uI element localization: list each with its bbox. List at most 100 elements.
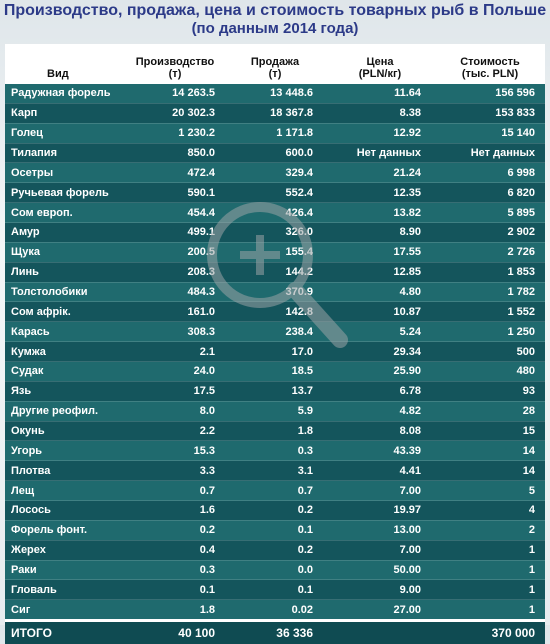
table-row: Форель фонт. 0.2 0.1 13.00 2 bbox=[5, 520, 545, 541]
row-value: 5 bbox=[435, 480, 545, 502]
row-production: 590.1 bbox=[125, 182, 225, 204]
table-row: Радужная форель 14 263.5 13 448.6 11.64 156 … bbox=[5, 84, 545, 104]
table-row: Сом афрік. 161.0 142.8 10.87 1 552 bbox=[5, 301, 545, 323]
row-price: 7.00 bbox=[325, 540, 435, 561]
row-sale: 18 367.8 bbox=[225, 103, 325, 124]
row-price: 43.39 bbox=[325, 440, 435, 462]
row-sale: 13 448.6 bbox=[225, 84, 325, 104]
row-name: Осетры bbox=[5, 162, 125, 184]
total-price bbox=[325, 619, 435, 644]
row-value: 1 bbox=[435, 599, 545, 622]
row-value: 1 853 bbox=[435, 262, 545, 283]
row-name: Лещ bbox=[5, 480, 125, 502]
row-production: 0.2 bbox=[125, 520, 225, 541]
row-name: Тилапия bbox=[5, 143, 125, 164]
row-production: 3.3 bbox=[125, 460, 225, 482]
row-name: Жерех bbox=[5, 540, 125, 561]
row-price: 4.80 bbox=[325, 282, 435, 303]
title-line-2: (по данным 2014 года) bbox=[191, 20, 359, 37]
row-name: Окунь bbox=[5, 421, 125, 442]
row-value: 153 833 bbox=[435, 103, 545, 124]
table-row: Лосось 1.6 0.2 19.97 4 bbox=[5, 500, 545, 521]
row-value: 156 596 bbox=[435, 84, 545, 104]
row-production: 15.3 bbox=[125, 440, 225, 462]
row-price: 25.90 bbox=[325, 361, 435, 382]
row-value: 6 820 bbox=[435, 182, 545, 204]
row-sale: 0.0 bbox=[225, 560, 325, 581]
row-production: 17.5 bbox=[125, 381, 225, 402]
row-name: Кумжа bbox=[5, 341, 125, 363]
row-production: 8.0 bbox=[125, 401, 225, 422]
table-row: Лещ 0.7 0.7 7.00 5 bbox=[5, 480, 545, 502]
row-price: 10.87 bbox=[325, 301, 435, 323]
table-row: Угорь 15.3 0.3 43.39 14 bbox=[5, 440, 545, 462]
row-production: 0.7 bbox=[125, 480, 225, 502]
row-sale: 142.8 bbox=[225, 301, 325, 323]
table-row: Раки 0.3 0.0 50.00 1 bbox=[5, 560, 545, 581]
total-sale: 36 336 bbox=[225, 619, 325, 644]
row-production: 308.3 bbox=[125, 321, 225, 343]
row-production: 484.3 bbox=[125, 282, 225, 303]
fish-table: Вид Производство (т) Продажа (т) Цена (P… bbox=[5, 44, 545, 644]
row-name: Карп bbox=[5, 103, 125, 124]
total-value: 370 000 bbox=[435, 619, 545, 644]
row-name: Ручьевая форель bbox=[5, 182, 125, 204]
row-name: Раки bbox=[5, 560, 125, 581]
row-name: Лосось bbox=[5, 500, 125, 521]
row-sale: 13.7 bbox=[225, 381, 325, 402]
row-name: Амур bbox=[5, 222, 125, 243]
table-row: Кумжа 2.1 17.0 29.34 500 bbox=[5, 341, 545, 363]
row-name: Карась bbox=[5, 321, 125, 343]
row-sale: 0.2 bbox=[225, 540, 325, 561]
row-production: 14 263.5 bbox=[125, 84, 225, 104]
row-value: 15 140 bbox=[435, 123, 545, 144]
title-line-1: Производство, продажа, цена и стоимость … bbox=[3, 2, 547, 19]
row-price: 50.00 bbox=[325, 560, 435, 581]
table-row: Плотва 3.3 3.1 4.41 14 bbox=[5, 460, 545, 482]
row-price: Нет данных bbox=[325, 143, 435, 164]
row-production: 24.0 bbox=[125, 361, 225, 382]
row-price: 29.34 bbox=[325, 341, 435, 363]
row-production: 2.1 bbox=[125, 341, 225, 363]
row-price: 8.38 bbox=[325, 103, 435, 124]
row-price: 12.92 bbox=[325, 123, 435, 144]
row-price: 17.55 bbox=[325, 242, 435, 263]
row-production: 0.4 bbox=[125, 540, 225, 561]
row-price: 21.24 bbox=[325, 162, 435, 184]
row-sale: 1.8 bbox=[225, 421, 325, 442]
row-sale: 155.4 bbox=[225, 242, 325, 263]
row-price: 13.82 bbox=[325, 202, 435, 224]
table-row: Линь 208.3 144.2 12.85 1 853 bbox=[5, 262, 545, 283]
table-row: Карп 20 302.3 18 367.8 8.38 153 833 bbox=[5, 103, 545, 124]
header-row: Вид Производство (т) Продажа (т) Цена (P… bbox=[5, 44, 545, 84]
row-value: 1 552 bbox=[435, 301, 545, 323]
row-price: 8.08 bbox=[325, 421, 435, 442]
table-row: Тилапия 850.0 600.0 Нет данных Нет данных bbox=[5, 143, 545, 164]
row-sale: 5.9 bbox=[225, 401, 325, 422]
row-sale: 370.9 bbox=[225, 282, 325, 303]
table-row: Судак 24.0 18.5 25.90 480 bbox=[5, 361, 545, 382]
header-price: Цена (PLN/кг) bbox=[325, 44, 435, 84]
row-sale: 0.1 bbox=[225, 520, 325, 541]
row-production: 472.4 bbox=[125, 162, 225, 184]
row-value: 2 902 bbox=[435, 222, 545, 243]
row-value: 93 bbox=[435, 381, 545, 402]
table-row: Карась 308.3 238.4 5.24 1 250 bbox=[5, 321, 545, 343]
row-production: 161.0 bbox=[125, 301, 225, 323]
row-name: Форель фонт. bbox=[5, 520, 125, 541]
row-production: 200.5 bbox=[125, 242, 225, 263]
row-price: 19.97 bbox=[325, 500, 435, 521]
row-value: 2 bbox=[435, 520, 545, 541]
table-row: Сом европ. 454.4 426.4 13.82 5 895 bbox=[5, 202, 545, 224]
row-name: Судак bbox=[5, 361, 125, 382]
row-name: Плотва bbox=[5, 460, 125, 482]
row-value: 1 bbox=[435, 540, 545, 561]
row-production: 0.3 bbox=[125, 560, 225, 581]
row-sale: 426.4 bbox=[225, 202, 325, 224]
row-value: 28 bbox=[435, 401, 545, 422]
row-price: 4.82 bbox=[325, 401, 435, 422]
row-sale: 144.2 bbox=[225, 262, 325, 283]
row-name: Угорь bbox=[5, 440, 125, 462]
row-name: Голец bbox=[5, 123, 125, 144]
row-sale: 0.1 bbox=[225, 579, 325, 601]
